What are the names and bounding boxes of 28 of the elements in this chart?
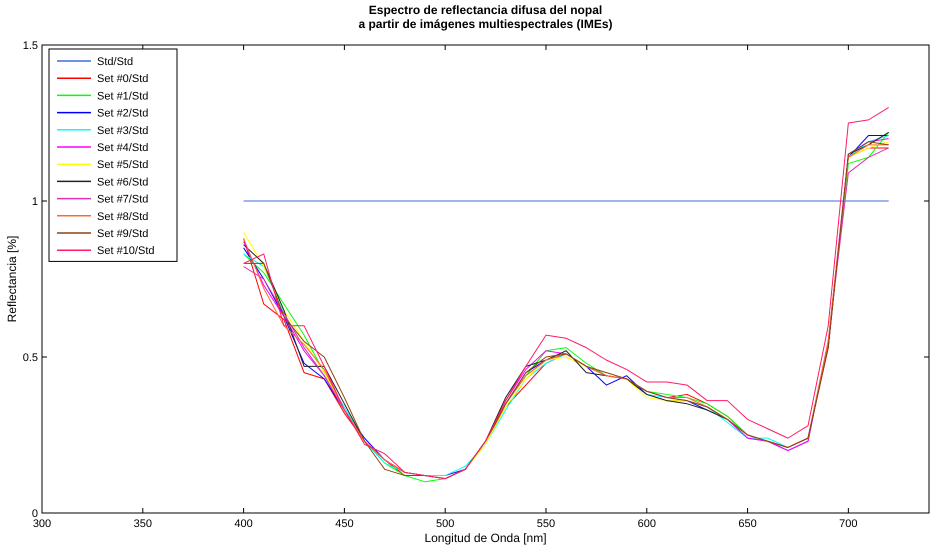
legend-label: Set #10/Std (97, 245, 154, 258)
y-axis-title: Reflectancia [%] (5, 236, 19, 322)
legend-label: Set #0/Std (97, 73, 148, 86)
x-tick-label: 350 (134, 518, 152, 530)
x-axis-title: Longitud de Onda [nm] (424, 531, 547, 545)
legend-label: Std/Std (97, 56, 134, 68)
x-tick-label: 700 (839, 518, 858, 530)
x-tick-label: 650 (738, 518, 757, 530)
x-tick-label: 600 (638, 518, 656, 530)
x-tick-label: 300 (32, 518, 52, 530)
legend-label: Set #1/Std (97, 90, 148, 102)
x-tick-label: 500 (436, 518, 454, 530)
y-tick-label: 0.5 (22, 352, 38, 364)
legend-label: Set #9/Std (97, 228, 148, 240)
legend-label: Set #7/Std (97, 194, 148, 206)
y-tick-label: 0 (32, 508, 38, 520)
x-tick-label: 400 (234, 518, 253, 530)
y-tick-label: 1.5 (22, 40, 38, 52)
legend-label: Set #2/Std (97, 108, 148, 120)
legend-label: Set #4/Std (97, 142, 148, 154)
legend-label: Set #8/Std (97, 210, 148, 223)
chart-title: Espectro de reflectancia difusa del nopal a partir de imágenes multiespectrales (IMEs) (358, 3, 613, 31)
legend-label: Set #6/Std (97, 176, 148, 188)
legend-label: Set #5/Std (97, 159, 148, 172)
x-tick-label: 550 (536, 518, 556, 530)
legend-label: Set #3/Std (97, 124, 148, 137)
y-tick-label: 1 (32, 196, 38, 208)
x-tick-label: 450 (335, 518, 354, 530)
